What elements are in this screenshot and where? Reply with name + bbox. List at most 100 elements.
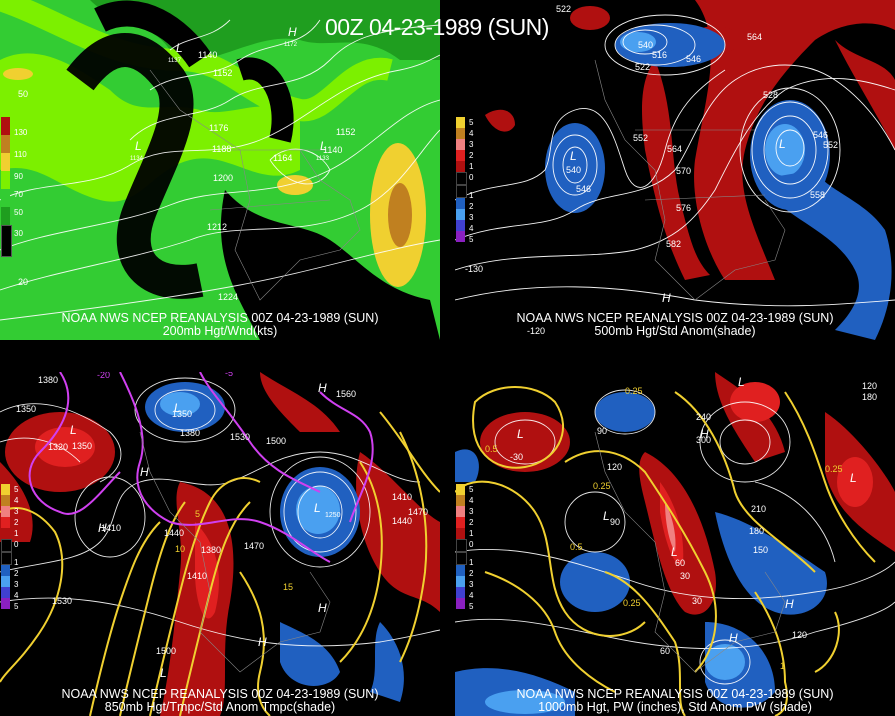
- contour-label: 558: [810, 190, 825, 200]
- panel-200mb: 1140 1152 1176 1188 1164 1140 1152 1200 …: [0, 0, 440, 340]
- low-pressure-marker: L: [850, 471, 857, 485]
- legend-label: 3: [14, 580, 19, 589]
- contour-label: -30: [510, 452, 523, 462]
- panel-field-caption: 850mb Hgt/Tmpc/Std Anom Tmpc(shade): [104, 700, 336, 714]
- contour-label: 300: [696, 435, 711, 445]
- center-value: 1250: [325, 512, 341, 519]
- legend-label: 2: [469, 151, 474, 160]
- legend-label: 4: [469, 224, 474, 233]
- std-anomaly-legend: 5 4 3 2 1 0 1 2 3 4 5: [456, 117, 473, 244]
- legend-label: 5: [469, 485, 474, 494]
- legend-label: 50: [14, 208, 23, 217]
- contour-label: 30: [680, 571, 690, 581]
- legend-label: 3: [469, 140, 474, 149]
- contour-label: 1500: [156, 646, 176, 656]
- legend-label: 4: [469, 591, 474, 600]
- legend-label: 110: [14, 150, 27, 159]
- contour-label: 180: [749, 526, 764, 536]
- contour-label: 1500: [266, 436, 286, 446]
- pw-label: 0.5: [485, 444, 498, 454]
- contour-label: 1176: [209, 123, 228, 133]
- legend-label: 5: [14, 485, 19, 494]
- legend-label: 1: [14, 558, 19, 567]
- contour-label: 1164: [273, 153, 292, 163]
- contour-label: 576: [676, 203, 691, 213]
- contour-label: 1470: [408, 507, 428, 517]
- low-pressure-marker: L: [176, 41, 183, 55]
- contour-label: 1140: [198, 50, 217, 60]
- high-pressure-marker: H: [288, 25, 297, 39]
- legend-label: 4: [14, 591, 19, 600]
- panel-field-caption: 200mb Hgt/Wnd(kts): [162, 324, 278, 338]
- legend-label: 1: [14, 529, 19, 538]
- legend-label: 2: [14, 569, 19, 578]
- legend-label: 4: [469, 129, 474, 138]
- contour-label: 120: [792, 630, 807, 640]
- center-value: 1133: [316, 156, 330, 162]
- contour-label: 1380: [180, 428, 200, 438]
- high-pressure-marker: H: [318, 381, 327, 395]
- temp-label: -20: [97, 372, 110, 380]
- low-pressure-marker: L: [779, 137, 786, 151]
- contour-label: 1470: [244, 541, 264, 551]
- pw-label: 1: [780, 661, 785, 671]
- contour-label: 516: [652, 50, 667, 60]
- contour-label: 1530: [230, 432, 250, 442]
- legend-label: 5: [469, 235, 474, 244]
- high-pressure-marker: H: [140, 465, 149, 479]
- contour-label: 540: [638, 40, 653, 50]
- contour-label: 1560: [336, 389, 356, 399]
- legend-label: 1: [469, 558, 474, 567]
- legend-label: 4: [469, 496, 474, 505]
- map-1000mb: 120 180 240 300 210 180 150 120 90 60 30…: [455, 372, 895, 716]
- contour-label: 1410: [101, 523, 121, 533]
- panel-1000mb: 120 180 240 300 210 180 150 120 90 60 30…: [455, 372, 895, 716]
- contour-label: 240: [696, 412, 711, 422]
- wind-speed-legend: 130 110 90 70 50 30: [1, 117, 27, 257]
- low-pressure-marker: L: [320, 139, 327, 153]
- temp-anomaly-legend: 5 4 3 2 1 0 1 2 3 4 5: [1, 484, 18, 611]
- contour-label: 552: [633, 133, 648, 143]
- contour-label: 120: [862, 381, 877, 391]
- legend-label: 0: [14, 540, 19, 549]
- pw-label: 0.25: [625, 386, 643, 396]
- legend-label: 130: [14, 128, 28, 137]
- panel-field-caption: 1000mb Hgt, PW (inches), Std Anom PW (sh…: [538, 700, 812, 714]
- legend-label: 2: [14, 518, 19, 527]
- legend-label: 4: [14, 496, 19, 505]
- contour-label: 1410: [392, 492, 412, 502]
- isotach-label: 20: [18, 277, 28, 287]
- legend-label: 3: [469, 507, 474, 516]
- low-pressure-marker: L: [603, 509, 610, 523]
- pw-anomaly-legend: 5 4 3 2 1 0 1 2 3 4 5: [456, 484, 473, 611]
- contour-label: 1212: [207, 222, 227, 232]
- contour-label: 570: [676, 166, 691, 176]
- contour-label: 540: [566, 165, 581, 175]
- contour-label: 90: [597, 426, 607, 436]
- panel-source-caption: NOAA NWS NCEP REANALYSIS 00Z 04-23-1989 …: [61, 687, 379, 701]
- contour-label: 1320: [48, 442, 68, 452]
- low-pressure-marker: L: [314, 501, 321, 515]
- legend-label: 1: [469, 191, 474, 200]
- contour-label: 528: [763, 90, 778, 100]
- pw-label: 0.25: [623, 598, 641, 608]
- legend-label: 0: [469, 173, 474, 182]
- panel-source-caption: NOAA NWS NCEP REANALYSIS 00Z 04-23-1989 …: [516, 687, 834, 701]
- contour-label: 90: [610, 517, 620, 527]
- contour-label: 60: [660, 646, 670, 656]
- contour-label: 1350: [16, 404, 36, 414]
- contour-label: 210: [751, 504, 766, 514]
- map-200mb: 1140 1152 1176 1188 1164 1140 1152 1200 …: [0, 0, 440, 340]
- contour-label: 1350: [172, 409, 192, 419]
- legend-label: 30: [14, 229, 23, 238]
- contour-label: 1188: [212, 144, 231, 154]
- contour-label: 1440: [164, 528, 184, 538]
- high-pressure-marker: H: [785, 597, 794, 611]
- valid-time-title: 00Z 04-23-1989 (SUN): [325, 14, 549, 40]
- legend-label: 5: [469, 118, 474, 127]
- temp-label: 5: [195, 509, 200, 519]
- contour-label: 1350: [72, 441, 92, 451]
- panel-field-caption: 500mb Hgt/Std Anom(shade): [594, 324, 756, 338]
- legend-label: 3: [469, 580, 474, 589]
- longitude-tick: -130: [465, 264, 483, 274]
